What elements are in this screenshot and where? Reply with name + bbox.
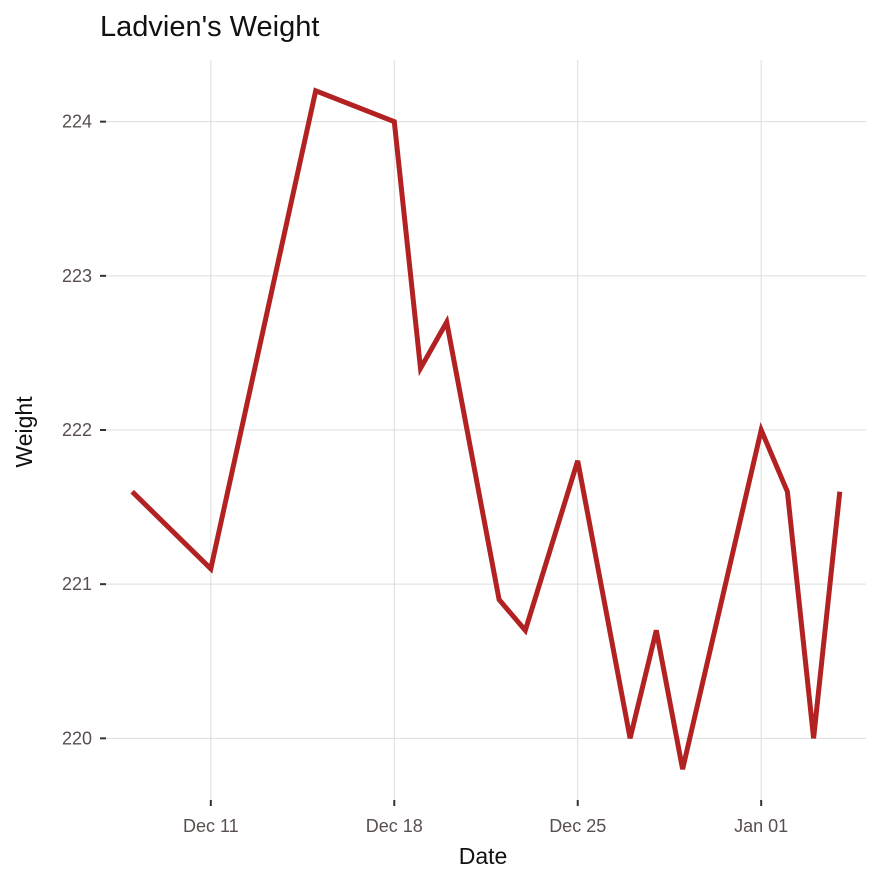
y-tick-label: 224 xyxy=(62,112,92,132)
x-tick-label: Dec 11 xyxy=(183,816,239,836)
chart-title: Ladvien's Weight xyxy=(100,11,319,43)
y-tick-label: 223 xyxy=(62,266,92,286)
x-axis-title: Date xyxy=(459,843,508,869)
y-tick-label: 220 xyxy=(62,728,92,748)
y-tick-label: 221 xyxy=(62,574,92,594)
weight-series-line xyxy=(130,87,843,770)
x-tick-label: Dec 25 xyxy=(549,816,606,836)
y-tick-label: 222 xyxy=(62,420,92,440)
x-tick-label: Jan 01 xyxy=(734,816,788,836)
plot-area xyxy=(130,87,843,770)
axis-ticks xyxy=(100,120,763,806)
grid-lines xyxy=(106,60,866,800)
tick-labels: 220 221 222 223 224 Dec 11 Dec 18 Dec 25 Jan 01 xyxy=(62,112,788,836)
x-tick-label: Dec 18 xyxy=(366,816,423,836)
y-axis-title: Weight xyxy=(11,396,37,468)
